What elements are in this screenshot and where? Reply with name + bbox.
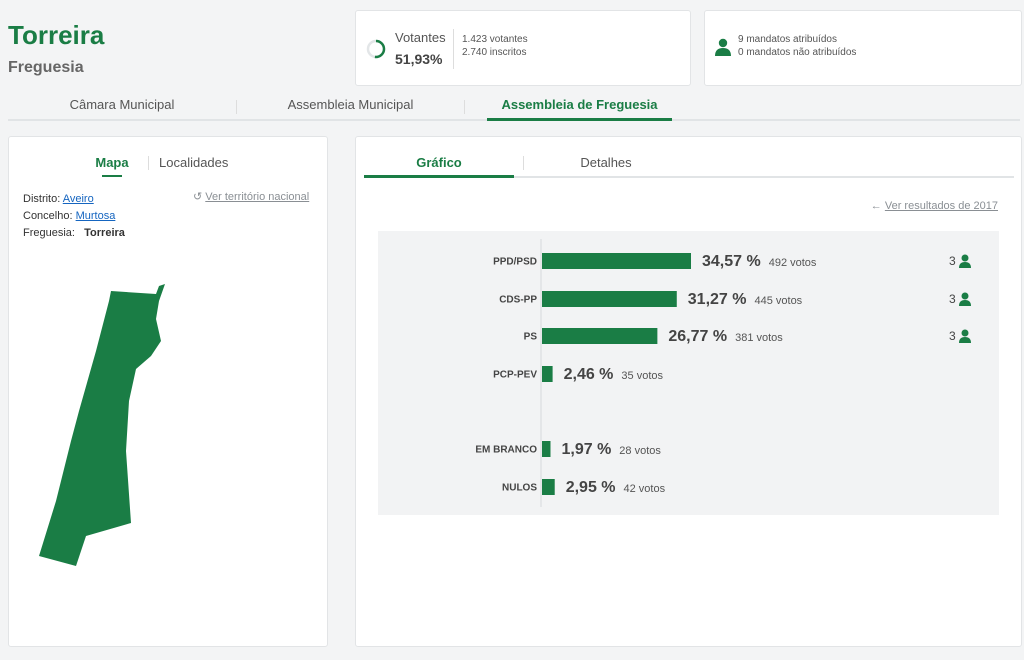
chart-tab[interactable]: Gráfico bbox=[416, 155, 462, 170]
ring-arc bbox=[366, 39, 386, 59]
turnout-value: 51,93% bbox=[395, 51, 443, 67]
info-label: Freguesia: bbox=[23, 227, 75, 239]
votes-label: 35 votos bbox=[621, 370, 663, 382]
chart-background bbox=[378, 231, 999, 515]
person-icon bbox=[715, 38, 731, 56]
value-label: 26,77 % bbox=[668, 328, 727, 345]
map-tab-underline bbox=[102, 175, 122, 177]
info-link[interactable]: Murtosa bbox=[75, 210, 116, 222]
details-tab[interactable]: Detalhes bbox=[580, 155, 632, 170]
tab-divider bbox=[523, 156, 524, 170]
value-label: 2,95 % bbox=[566, 479, 616, 496]
votes-label: 42 votos bbox=[624, 483, 666, 495]
value-label: 31,27 % bbox=[688, 291, 747, 308]
value-label: 2,46 % bbox=[564, 366, 614, 383]
seats-label: 3 bbox=[949, 292, 956, 306]
category-label: PCP-PEV bbox=[493, 370, 537, 381]
bar bbox=[542, 328, 658, 344]
mandates-card: 9 mandatos atribuídos 0 mandatos não atr… bbox=[704, 10, 1022, 86]
results-panel: Gráfico Detalhes ← Ver resultados de 201… bbox=[355, 136, 1022, 647]
chart-tab-underline bbox=[364, 175, 514, 178]
localities-tab[interactable]: Localidades bbox=[159, 155, 229, 170]
tab[interactable]: Câmara Municipal bbox=[69, 97, 175, 112]
map bbox=[39, 284, 165, 566]
info-label: Distrito: bbox=[23, 193, 61, 205]
parish-shape bbox=[39, 284, 165, 566]
mandates-assigned: 9 mandatos atribuídos bbox=[738, 34, 837, 45]
map-panel: Mapa Localidades ↺ Ver território nacion… bbox=[8, 136, 328, 647]
map-tab[interactable]: Mapa bbox=[95, 155, 129, 170]
bar bbox=[542, 366, 553, 382]
icon-body bbox=[959, 337, 971, 343]
person-icon bbox=[959, 254, 971, 268]
bar bbox=[542, 441, 551, 457]
bar bbox=[542, 291, 677, 307]
info-value: Torreira bbox=[84, 227, 125, 239]
category-label: PPD/PSD bbox=[493, 257, 537, 268]
reset-text[interactable]: Ver território nacional bbox=[205, 191, 310, 203]
votes-label: 445 votos bbox=[754, 295, 802, 307]
category-label: CDS-PP bbox=[499, 295, 537, 306]
tab-active[interactable]: Assembleia de Freguesia bbox=[501, 97, 658, 112]
subtabs-rule bbox=[364, 176, 1014, 178]
seats-label: 3 bbox=[949, 329, 956, 343]
person-icon bbox=[959, 329, 971, 343]
votes-label: 381 votos bbox=[735, 332, 783, 344]
registered: 2.740 inscritos bbox=[462, 47, 527, 58]
value-label: 1,97 % bbox=[561, 441, 611, 458]
person-icon bbox=[959, 292, 971, 306]
turnout-label: Votantes bbox=[395, 30, 446, 45]
icon-body bbox=[959, 262, 971, 268]
icon-head bbox=[961, 254, 969, 262]
turnout-ring bbox=[366, 39, 386, 59]
previous-link[interactable]: ← Ver resultados de 2017 bbox=[870, 200, 998, 212]
info: Distrito: Aveiro Concelho: Murtosa Fregu… bbox=[23, 191, 125, 242]
reset-link[interactable]: ↺ Ver território nacional bbox=[193, 191, 310, 203]
mandates-unassigned: 0 mandatos não atribuídos bbox=[738, 47, 857, 58]
tab-divider bbox=[236, 100, 237, 114]
icon-head bbox=[961, 292, 969, 300]
info-label: Concelho: bbox=[23, 210, 73, 222]
seats-label: 3 bbox=[949, 254, 956, 268]
votes-label: 492 votos bbox=[769, 257, 817, 269]
subtitle: Freguesia bbox=[8, 59, 84, 76]
info-row: Concelho: Murtosa bbox=[23, 208, 125, 225]
tab-underline bbox=[487, 118, 672, 121]
value-label: 34,57 % bbox=[702, 253, 761, 270]
chart: PPD/PSD 34,57 % 492 votos 3 CDS-PP 31,27 % 445… bbox=[378, 231, 999, 515]
category-label: NULOS bbox=[502, 483, 537, 494]
category-label: PS bbox=[524, 332, 538, 343]
bar bbox=[542, 479, 555, 495]
votes-label: 28 votos bbox=[619, 445, 661, 457]
icon-head bbox=[961, 329, 969, 337]
divider bbox=[453, 29, 454, 69]
icon-body bbox=[959, 300, 971, 306]
bar bbox=[542, 253, 691, 269]
tab-divider bbox=[148, 156, 149, 170]
turnout-card: Votantes 51,93% 1.423 votantes 2.740 ins… bbox=[355, 10, 691, 86]
voters: 1.423 votantes bbox=[462, 34, 528, 45]
tab[interactable]: Assembleia Municipal bbox=[287, 97, 414, 112]
title: Torreira bbox=[8, 20, 105, 50]
info-row: Freguesia: Torreira bbox=[23, 225, 125, 242]
category-label: EM BRANCO bbox=[475, 445, 537, 456]
info-row: Distrito: Aveiro bbox=[23, 191, 125, 208]
previous-text[interactable]: Ver resultados de 2017 bbox=[884, 200, 998, 212]
tab-divider bbox=[464, 100, 465, 114]
info-link[interactable]: Aveiro bbox=[62, 193, 94, 205]
